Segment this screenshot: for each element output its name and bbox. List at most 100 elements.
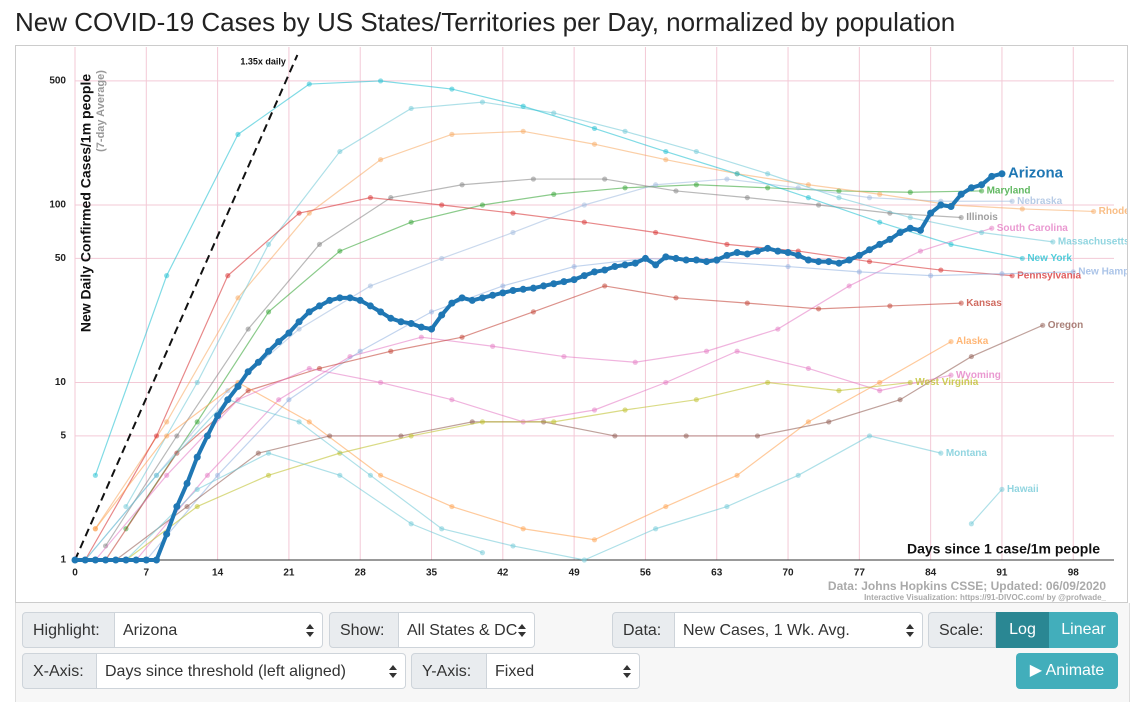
data-point (163, 530, 171, 538)
data-point (408, 219, 414, 225)
data-point (611, 263, 619, 271)
data-point (672, 254, 680, 262)
data-point (490, 343, 496, 349)
data-point (1019, 255, 1025, 262)
data-point (265, 347, 273, 355)
series-label: Arizona (1008, 165, 1064, 182)
data-point (398, 433, 404, 439)
data-point (724, 241, 730, 247)
data-point (194, 486, 200, 492)
data-point (815, 306, 822, 312)
data-point (509, 286, 517, 294)
data-point (254, 358, 262, 366)
data-point (1050, 239, 1056, 245)
data-point (785, 263, 791, 270)
highlight-label: Highlight: (22, 612, 115, 648)
series-line (125, 184, 982, 530)
data-point (388, 348, 394, 354)
data-point (877, 388, 883, 394)
data-point (602, 283, 608, 289)
data-point (407, 319, 415, 327)
data-point (907, 379, 913, 386)
data-point (978, 181, 986, 189)
data-point (92, 526, 98, 532)
data-point (123, 503, 129, 510)
data-point (173, 503, 181, 511)
data-point (906, 224, 914, 232)
data-point (662, 253, 670, 261)
data-point (417, 323, 425, 331)
data-point (122, 556, 130, 564)
data-point (866, 195, 873, 201)
series-line (94, 341, 952, 541)
series-label: New York (1027, 253, 1072, 264)
data-point (591, 407, 598, 413)
data-point (164, 433, 170, 439)
data-point (968, 521, 974, 527)
data-point (784, 249, 792, 257)
data-point (478, 294, 486, 302)
highlight-select[interactable]: Arizona (115, 612, 323, 648)
x-tick-label: 70 (782, 568, 794, 579)
data-point (316, 241, 323, 247)
show-select[interactable]: All States & DC (399, 612, 535, 648)
show-label: Show: (329, 612, 399, 648)
series-label: Nebraska (1017, 196, 1062, 207)
x-axis-select[interactable]: Days since threshold (left aligned) (97, 653, 406, 689)
data-point (591, 268, 598, 276)
data-point (428, 309, 435, 315)
x-tick-label: 49 (569, 568, 581, 579)
data-point (295, 318, 303, 326)
data-point (235, 131, 241, 137)
data-point (510, 543, 516, 549)
y-axis-select[interactable]: Fixed (487, 653, 640, 689)
data-point (622, 128, 628, 134)
data-point (71, 556, 79, 564)
data-point (591, 125, 598, 132)
scale-button[interactable]: Linear (1049, 612, 1118, 648)
data-point (510, 210, 516, 216)
animate-button[interactable]: ▶ Animate (1016, 653, 1118, 689)
data-point (275, 338, 283, 346)
data-point (764, 244, 772, 252)
data-point (958, 300, 964, 306)
data-point (570, 276, 578, 284)
data-point (234, 382, 242, 390)
series-label: New Hampshire (1078, 267, 1140, 278)
data-point (551, 419, 557, 425)
y-tick-label: 500 (49, 76, 66, 87)
data-point (753, 247, 761, 255)
data-point (183, 479, 191, 487)
data-point (734, 348, 740, 354)
data-point (530, 309, 536, 315)
data-point (724, 503, 730, 510)
data-point (612, 433, 618, 439)
data-point (693, 182, 699, 188)
data-point (581, 557, 587, 563)
x-axis-title: Days since 1 case/1m people (907, 541, 1100, 557)
x-tick-label: 0 (72, 568, 78, 579)
series-line (115, 324, 1043, 561)
data-point (194, 419, 200, 425)
series-line (145, 257, 1074, 561)
data-point (825, 258, 833, 266)
data-point (683, 433, 689, 439)
data-point (397, 318, 405, 326)
data-select[interactable]: New Cases, 1 Wk. Avg. (675, 612, 923, 648)
data-point (836, 195, 842, 201)
data-point (296, 210, 302, 216)
scale-button[interactable]: Log (996, 612, 1049, 648)
data-point (479, 419, 486, 425)
data-point (367, 472, 374, 478)
data-point (153, 433, 160, 439)
data-point (622, 407, 628, 413)
x-tick-label: 98 (1068, 568, 1080, 579)
data-point (551, 110, 557, 116)
y-tick-label: 50 (55, 253, 67, 264)
data-point (947, 203, 955, 211)
series-line (125, 452, 1003, 561)
x-tick-label: 63 (711, 568, 723, 579)
data-point (805, 182, 812, 188)
credit: Interactive Visualization: https://91-DI… (864, 593, 1106, 602)
y-axis-label: Y-Axis: (411, 653, 487, 689)
